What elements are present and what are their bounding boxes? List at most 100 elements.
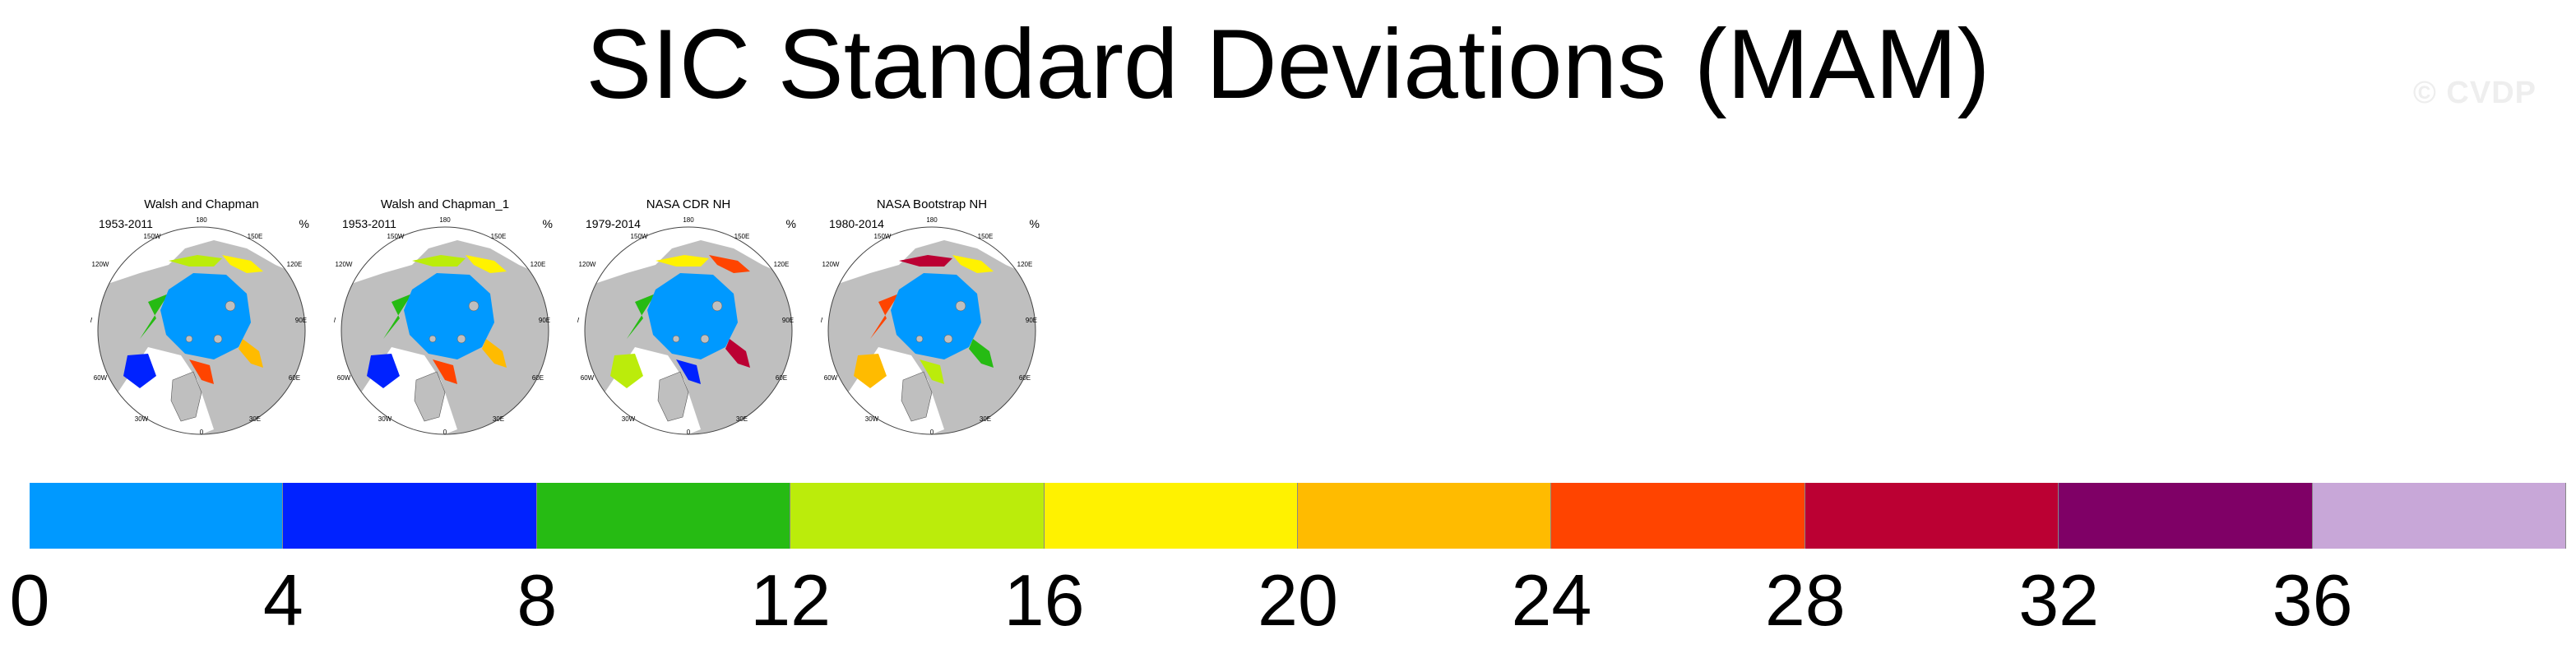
longitude-label: 30E (249, 415, 261, 423)
longitude-label: 180 (196, 216, 207, 224)
island (213, 334, 223, 344)
colorbar-segment (283, 483, 537, 549)
longitude-label: 120E (1017, 261, 1033, 268)
polar-map: 180 150W 150E 120W 120E 90W 90E 60W 60E 30W 30E 0 (334, 216, 550, 436)
longitude-label: 0 (443, 429, 447, 436)
polar-map: 180 150W 150E 120W 120E 90W 90E 60W 60E 30W 30E 0 (90, 216, 307, 436)
longitude-label: 60W (94, 374, 108, 382)
island (468, 300, 480, 312)
ice-variability-band (854, 354, 887, 388)
map-panel: 180 150W 150E 120W 120E 90W 90E 60W 60E 30W 30E 0 Wa… (334, 196, 556, 443)
longitude-label: 90W (577, 317, 580, 324)
longitude-label: 0 (200, 429, 204, 436)
colorbar-tick-label: 0 (9, 559, 50, 641)
colorbar-segment (1298, 483, 1552, 549)
ice-variability-band (140, 294, 169, 339)
map-border (827, 226, 1036, 435)
longitude-label: 90E (782, 317, 794, 324)
longitude-label: 30E (493, 415, 504, 423)
colorbar-segment (1551, 483, 1805, 549)
panel-years: 1979-2014 (586, 217, 641, 230)
longitude-label: 120E (287, 261, 303, 268)
ice-variability-band (725, 339, 750, 368)
longitude-label: 150W (387, 233, 405, 240)
longitude-label: 150W (874, 233, 892, 240)
longitude-label: 120E (530, 261, 546, 268)
colorbar-segment (1044, 483, 1298, 549)
map-panel: 180 150W 150E 120W 120E 90W 90E 60W 60E 30W 30E 0 NA… (821, 196, 1043, 443)
longitude-label: 60E (1019, 374, 1031, 382)
colorbar-tick-label: 28 (1764, 559, 1846, 641)
figure-title: SIC Standard Deviations (MAM) (586, 9, 1990, 119)
longitude-label: 60W (581, 374, 595, 382)
colorbar-tick-label: 20 (1258, 559, 1338, 641)
longitude-label: 90E (539, 317, 550, 324)
ice-variability-band (383, 294, 412, 339)
longitude-label: 90E (295, 317, 307, 324)
ice-variability-band (433, 359, 457, 384)
panel-years: 1953-2011 (99, 217, 153, 230)
ice-variability-band (367, 354, 400, 388)
longitude-label: 30W (622, 415, 636, 423)
ice-variability-band (610, 354, 643, 388)
colorbar-segment (30, 483, 284, 549)
longitude-label: 30W (135, 415, 149, 423)
central-arctic-ice (891, 273, 981, 359)
colorbar (30, 483, 2566, 549)
panel-unit: % (542, 217, 553, 230)
greenland (414, 371, 446, 422)
map-border (97, 226, 306, 435)
colorbar-tick-label: 24 (1511, 559, 1592, 641)
ice-variability-band (189, 359, 214, 384)
ice-variability-band (656, 255, 709, 267)
panel-unit: % (299, 217, 309, 230)
panel-title: NASA CDR NH (646, 197, 731, 211)
longitude-label: 150E (248, 233, 263, 240)
island (915, 335, 924, 343)
ice-variability-band (222, 255, 263, 273)
polar-map: 180 150W 150E 120W 120E 90W 90E 60W 60E 30W 30E 0 (577, 216, 794, 436)
longitude-label: 120E (774, 261, 790, 268)
longitude-label: 60W (824, 374, 838, 382)
island (185, 335, 193, 343)
greenland (170, 371, 202, 422)
ice-variability-band (709, 255, 750, 273)
map-border (584, 226, 793, 435)
ice-variability-band (952, 255, 994, 273)
longitude-label: 120W (92, 261, 109, 268)
longitude-label: 180 (439, 216, 451, 224)
longitude-label: 30E (980, 415, 991, 423)
colorbar-tick-label: 36 (2272, 559, 2353, 641)
island (943, 334, 953, 344)
longitude-label: 60E (289, 374, 300, 382)
map-border (341, 226, 549, 435)
colorbar-tick-label: 4 (262, 559, 303, 641)
longitude-label: 120W (822, 261, 840, 268)
longitude-label: 150E (491, 233, 507, 240)
longitude-label: 0 (687, 429, 691, 436)
panel-title: Walsh and Chapman (144, 197, 259, 211)
colorbar-tick-label: 16 (1003, 559, 1085, 641)
ice-variability-band (676, 359, 701, 384)
ice-variability-band (969, 339, 994, 368)
longitude-label: 0 (930, 429, 934, 436)
island (225, 300, 236, 312)
longitude-label: 150E (978, 233, 994, 240)
ice-variability-band (123, 354, 156, 388)
cvdp-watermark: © CVDP (2412, 76, 2537, 110)
panel-title: Walsh and Chapman_1 (380, 197, 510, 211)
colorbar-segment (2312, 483, 2566, 549)
map-panel: 180 150W 150E 120W 120E 90W 90E 60W 60E 30W 30E 0 Wa… (90, 196, 313, 443)
colorbar-tick-label: 8 (517, 559, 558, 641)
greenland (901, 371, 933, 422)
ice-variability-band (627, 294, 656, 339)
longitude-label: 90W (334, 317, 336, 324)
colorbar-segment (536, 483, 791, 549)
ice-variability-band (920, 359, 944, 384)
longitude-label: 180 (683, 216, 694, 224)
colorbar-tick-label: 12 (750, 559, 832, 641)
longitude-label: 60E (532, 374, 544, 382)
island (711, 300, 723, 312)
longitude-label: 30E (736, 415, 748, 423)
ice-variability-band (169, 255, 222, 267)
